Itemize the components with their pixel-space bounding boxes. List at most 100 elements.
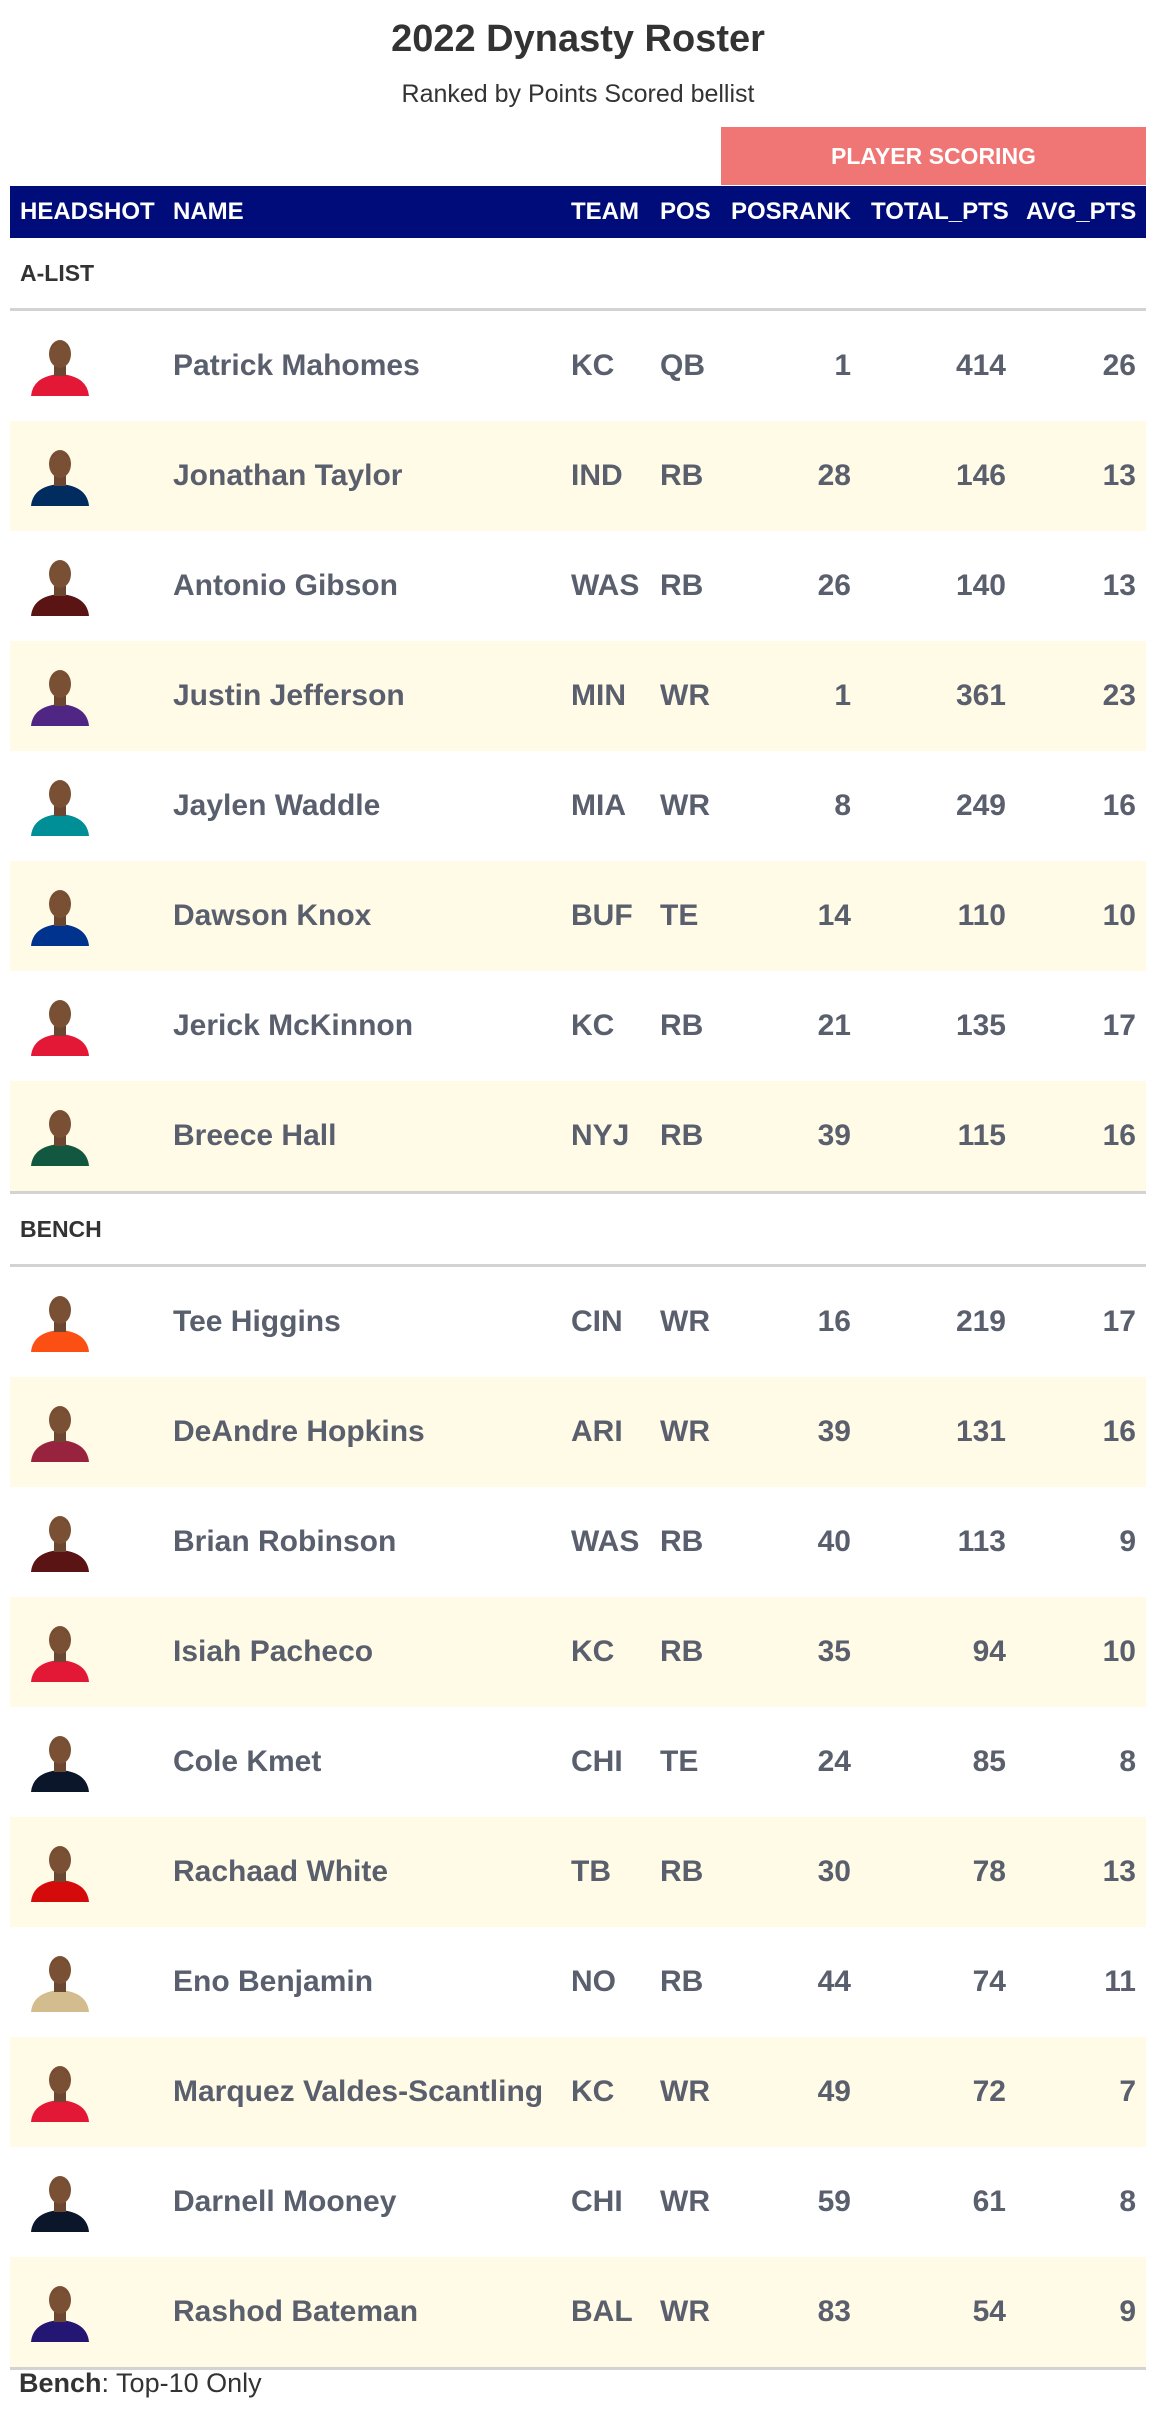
player-total-pts: 110: [957, 899, 1006, 932]
player-avg-pts: 16: [1102, 789, 1136, 822]
player-team: CHI: [571, 1745, 623, 1778]
player-team: MIA: [571, 789, 626, 822]
table-row: Cole Kmet CHI TE 24 85 8: [10, 1707, 1146, 1817]
player-headshot-icon: [31, 2286, 89, 2342]
table-row: Eno Benjamin NO RB 44 74 11: [10, 1927, 1146, 2037]
player-avg-pts: 17: [1102, 1305, 1136, 1338]
headshot-cell: [10, 1927, 163, 2037]
player-pos: WR: [660, 2185, 710, 2218]
player-pos: WR: [660, 2075, 710, 2108]
player-headshot-icon: [31, 1956, 89, 2012]
player-total-pts: 361: [955, 679, 1006, 712]
player-avg-pts: 13: [1102, 569, 1136, 602]
player-pos: RB: [660, 1009, 704, 1042]
player-name: Patrick Mahomes: [173, 349, 420, 382]
table-row: Rashod Bateman BAL WR 83 54 9: [10, 2257, 1146, 2370]
player-pos: RB: [660, 1635, 704, 1668]
group-row: A-LIST: [10, 238, 1146, 311]
player-avg-pts: 8: [1119, 2185, 1136, 2218]
player-team: KC: [571, 2075, 615, 2108]
player-avg-pts: 13: [1102, 459, 1136, 492]
table-row: Brian Robinson WAS RB 40 113 9: [10, 1487, 1146, 1597]
player-pos: WR: [660, 1305, 710, 1338]
player-pos: RB: [650, 1081, 720, 1194]
column-header-avg-pts: AVG_PTS: [1026, 198, 1137, 225]
player-posrank: 1: [834, 679, 851, 712]
player-name: Rachaad White: [173, 1855, 389, 1888]
headshot-cell: [10, 2037, 163, 2147]
player-total-pts: 115: [861, 1081, 1016, 1194]
roster-table: HEADSHOT NAME TEAM POS POSRANK TOTAL_PTS…: [10, 186, 1146, 2370]
player-pos: TE: [660, 899, 699, 932]
footnote: Bench: Top-10 Only: [19, 2368, 262, 2399]
player-headshot-icon: [31, 1626, 89, 1682]
player-avg-pts: 9: [1119, 1525, 1136, 1558]
column-header-headshot: HEADSHOT: [20, 198, 155, 225]
player-name: DeAndre Hopkins: [173, 1415, 425, 1448]
column-header-name: NAME: [173, 198, 244, 225]
player-posrank: 1: [834, 349, 851, 382]
headshot-cell: [10, 1377, 163, 1487]
player-total-pts: 219: [955, 1305, 1006, 1338]
headshot-cell: [10, 2147, 163, 2257]
player-total-pts: 140: [955, 569, 1006, 602]
footnote-bold: Bench: [19, 2368, 102, 2398]
table-row: DeAndre Hopkins ARI WR 39 131 16: [10, 1377, 1146, 1487]
player-posrank: 30: [817, 1855, 851, 1888]
headshot-cell: [10, 2257, 163, 2370]
player-name: Breece Hall: [163, 1081, 561, 1194]
player-pos: RB: [660, 459, 704, 492]
headshot-cell: [10, 751, 163, 861]
player-avg-pts: 26: [1102, 349, 1136, 382]
player-team: IND: [571, 459, 623, 492]
headshot-cell: [10, 1817, 163, 1927]
player-total-pts: 54: [861, 2257, 1016, 2370]
headshot-cell: [10, 310, 163, 422]
player-avg-pts: 17: [1102, 1009, 1136, 1042]
player-team: NYJ: [561, 1081, 650, 1194]
player-pos: WR: [660, 789, 710, 822]
headshot-cell: [10, 641, 163, 751]
player-name: Darnell Mooney: [173, 2185, 397, 2218]
player-headshot-icon: [31, 1296, 89, 1352]
player-name: Rashod Bateman: [163, 2257, 561, 2370]
player-pos: WR: [660, 1415, 710, 1448]
player-total-pts: 94: [972, 1635, 1006, 1668]
player-headshot-icon: [31, 890, 89, 946]
player-posrank: 35: [817, 1635, 851, 1668]
player-headshot-icon: [31, 2066, 89, 2122]
player-total-pts: 146: [955, 459, 1006, 492]
player-name: Jonathan Taylor: [173, 459, 403, 492]
player-posrank: 49: [817, 2075, 851, 2108]
player-team: MIN: [571, 679, 626, 712]
player-team: KC: [571, 349, 615, 382]
player-team: KC: [571, 1635, 615, 1668]
player-total-pts: 249: [955, 789, 1006, 822]
player-posrank: 44: [817, 1965, 851, 1998]
player-headshot-icon: [31, 1846, 89, 1902]
player-name: Tee Higgins: [173, 1305, 341, 1338]
player-headshot-icon: [31, 1000, 89, 1056]
player-total-pts: 113: [957, 1525, 1006, 1558]
player-posrank: 21: [817, 1009, 851, 1042]
player-headshot-icon: [31, 560, 89, 616]
player-team: BAL: [561, 2257, 650, 2370]
player-total-pts: 135: [955, 1009, 1006, 1042]
player-posrank: 28: [817, 459, 851, 492]
player-avg-pts: 16: [1102, 1415, 1136, 1448]
headshot-cell: [10, 1597, 163, 1707]
player-total-pts: 78: [972, 1855, 1006, 1888]
player-headshot-icon: [31, 1736, 89, 1792]
player-avg-pts: 7: [1119, 2075, 1136, 2108]
player-name: Justin Jefferson: [173, 679, 405, 712]
player-posrank: 39: [720, 1081, 861, 1194]
group-row: BENCH: [10, 1192, 1146, 1267]
player-posrank: 14: [817, 899, 851, 932]
player-team: WAS: [571, 1525, 640, 1558]
player-scoring-spanner: PLAYER SCORING: [721, 127, 1146, 185]
player-headshot-icon: [31, 670, 89, 726]
table-row: Justin Jefferson MIN WR 1 361 23: [10, 641, 1146, 751]
player-name: Jerick McKinnon: [173, 1009, 414, 1042]
player-headshot-icon: [31, 780, 89, 836]
player-name: Brian Robinson: [173, 1525, 397, 1558]
